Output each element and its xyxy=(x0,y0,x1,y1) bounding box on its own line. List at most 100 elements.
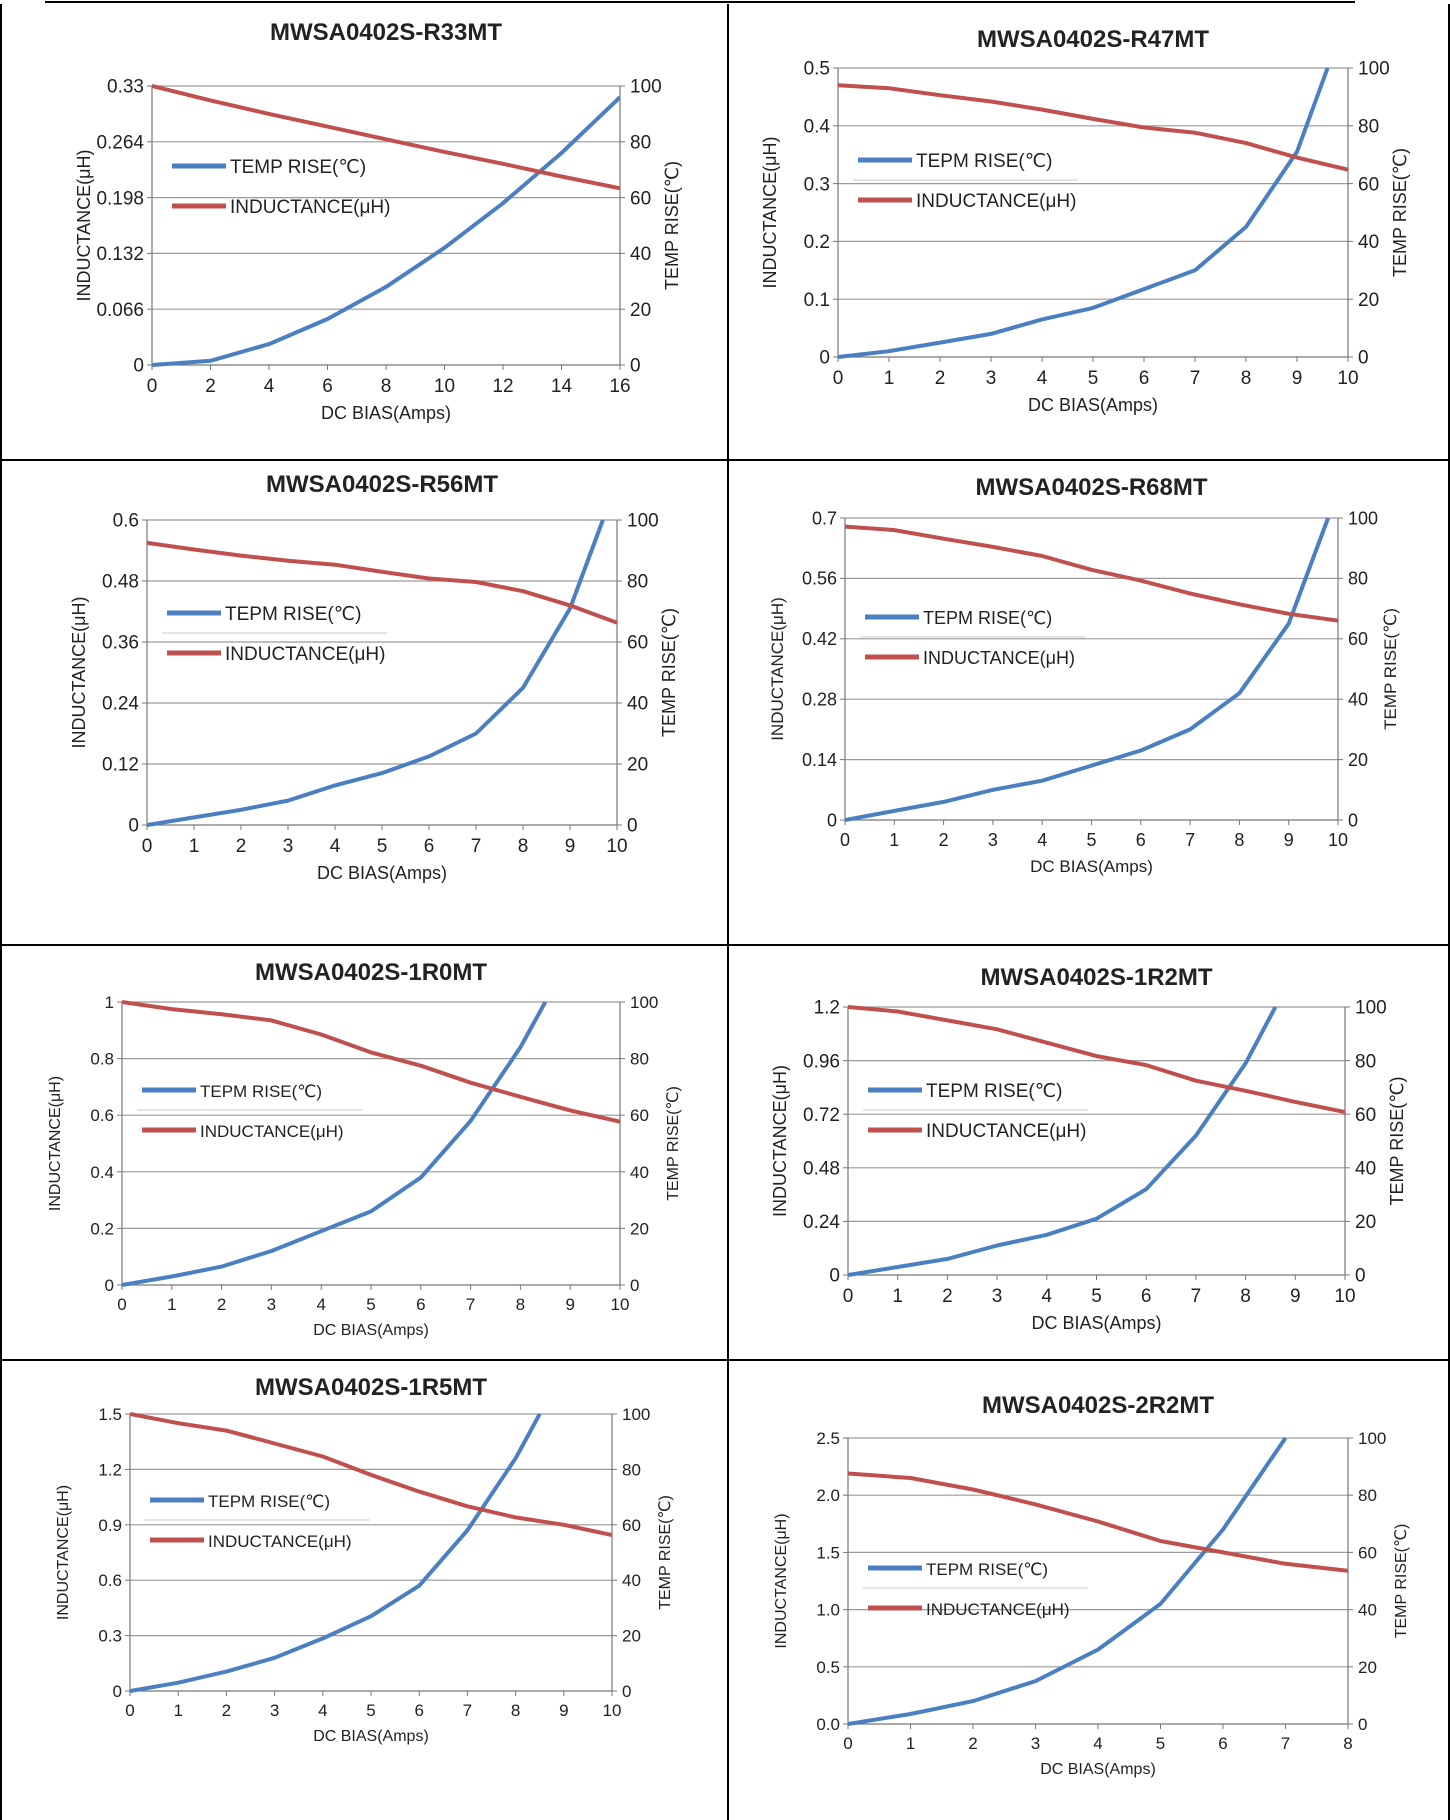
y2-tick-label: 40 xyxy=(622,1571,641,1590)
x-tick-label: 6 xyxy=(424,836,435,857)
temp-rise-line xyxy=(130,1413,542,1693)
y2-tick-label: 100 xyxy=(627,511,659,532)
y-tick-label: 0.24 xyxy=(803,1212,840,1233)
y-axis-label: INDUCTANCE(μH) xyxy=(69,596,89,748)
y2-tick-label: 20 xyxy=(1358,290,1379,311)
x-axis-label: DC BIAS(Amps) xyxy=(321,403,451,423)
x-axis-label: DC BIAS(Amps) xyxy=(1031,1313,1161,1333)
y-tick-label: 0.6 xyxy=(113,511,139,532)
x-tick-label: 2 xyxy=(942,1286,953,1307)
y-tick-label: 0.42 xyxy=(802,629,837,649)
x-tick-label: 1 xyxy=(889,830,899,850)
y-tick-label: 0.9 xyxy=(98,1516,122,1535)
y-tick-label: 0 xyxy=(105,1276,114,1295)
x-tick-label: 9 xyxy=(565,836,576,857)
y-tick-label: 0 xyxy=(113,1682,122,1701)
y-tick-label: 0.066 xyxy=(96,300,144,321)
y2-tick-label: 100 xyxy=(1355,998,1387,1019)
chart-panel: MWSA0402S-1R0MT 0 0.2 0.4 0.6 0.8 1 0 20 40 60 80 10… xyxy=(0,945,728,1360)
x-tick-label: 1 xyxy=(906,1734,915,1753)
x-tick-label: 6 xyxy=(1139,368,1150,389)
y2-tick-label: 20 xyxy=(1348,750,1368,770)
x-tick-label: 10 xyxy=(606,836,627,857)
legend-label: TEPM RISE(℃) xyxy=(208,1492,330,1511)
y-tick-label: 1 xyxy=(105,993,114,1012)
y-tick-label: 0.6 xyxy=(98,1571,122,1590)
x-tick-label: 10 xyxy=(434,376,455,397)
inductance-line xyxy=(848,1471,1348,1573)
y-tick-label: 0.96 xyxy=(803,1051,840,1072)
x-tick-label: 7 xyxy=(1185,830,1195,850)
y2-tick-label: 80 xyxy=(630,132,651,153)
y-tick-label: 0.8 xyxy=(90,1050,114,1069)
y-tick-label: 0.7 xyxy=(812,508,837,528)
x-tick-label: 1 xyxy=(892,1286,903,1307)
y2-tick-label: 20 xyxy=(1358,1658,1377,1677)
y-tick-label: 0.3 xyxy=(98,1627,122,1646)
y-tick-label: 1.5 xyxy=(816,1543,840,1562)
x-tick-label: 1 xyxy=(189,836,200,857)
temp-rise-line xyxy=(845,517,1330,822)
x-tick-label: 4 xyxy=(330,836,341,857)
legend-label: INDUCTANCE(μH) xyxy=(225,644,385,665)
y2-tick-label: 20 xyxy=(630,1219,649,1238)
x-tick-label: 0 xyxy=(840,830,850,850)
temp-rise-line xyxy=(838,67,1330,359)
y2-tick-label: 60 xyxy=(1358,174,1379,195)
x-tick-label: 2 xyxy=(222,1701,231,1720)
y2-tick-label: 0 xyxy=(1358,1715,1367,1734)
x-tick-label: 3 xyxy=(283,836,294,857)
x-tick-label: 8 xyxy=(1234,830,1244,850)
y-tick-label: 1.2 xyxy=(98,1460,122,1479)
x-tick-label: 2 xyxy=(939,830,949,850)
x-tick-label: 8 xyxy=(516,1295,525,1314)
legend-label: TEPM RISE(℃) xyxy=(200,1082,322,1101)
x-tick-label: 5 xyxy=(1088,368,1099,389)
legend-label: INDUCTANCE(μH) xyxy=(926,1121,1086,1142)
x-tick-label: 2 xyxy=(205,376,216,397)
y2-tick-label: 80 xyxy=(627,572,648,593)
chart-svg: MWSA0402S-1R2MT00.240.480.720.961.202040… xyxy=(770,964,1407,1333)
chart-svg: MWSA0402S-R56MT00.120.240.360.480.602040… xyxy=(69,471,679,883)
y-axis-label: INDUCTANCE(μH) xyxy=(47,1076,64,1211)
y2-tick-label: 60 xyxy=(630,188,651,209)
chart-title: MWSA0402S-2R2MT xyxy=(982,1392,1214,1419)
y2-tick-label: 40 xyxy=(630,244,651,265)
y2-axis-label: TEMP RISE(℃) xyxy=(662,161,682,290)
chart-panel: MWSA0402S-R56MT 0 0.12 0.24 0.36 0.48 0.6 0 20 40… xyxy=(0,460,728,945)
chart-title: MWSA0402S-R33MT xyxy=(270,19,502,46)
legend-label: TEPM RISE(℃) xyxy=(926,1081,1062,1102)
y-tick-label: 0.1 xyxy=(804,290,830,311)
x-tick-label: 14 xyxy=(551,376,573,397)
x-tick-label: 6 xyxy=(322,376,333,397)
y-tick-label: 0.2 xyxy=(90,1219,114,1238)
x-axis-label: DC BIAS(Amps) xyxy=(313,1322,429,1339)
legend-label: INDUCTANCE(μH) xyxy=(923,648,1075,668)
y-tick-label: 2.0 xyxy=(816,1486,840,1505)
x-tick-label: 2 xyxy=(968,1734,977,1753)
x-tick-label: 4 xyxy=(318,1701,327,1720)
inductance-line xyxy=(122,1000,620,1124)
y2-tick-label: 60 xyxy=(1358,1543,1377,1562)
legend-label: TEMP RISE(℃) xyxy=(230,157,366,178)
x-tick-label: 4 xyxy=(1037,830,1047,850)
legend-label: INDUCTANCE(μH) xyxy=(200,1122,344,1141)
x-tick-label: 8 xyxy=(1241,368,1252,389)
y-tick-label: 0.6 xyxy=(90,1106,114,1125)
x-tick-label: 10 xyxy=(1328,830,1348,850)
y2-tick-label: 60 xyxy=(1355,1105,1376,1126)
x-tick-label: 0 xyxy=(147,376,158,397)
y-axis-label: INDUCTANCE(μH) xyxy=(770,1065,790,1217)
y-tick-label: 0.0 xyxy=(816,1715,840,1734)
chart-svg: MWSA0402S-1R0MT00.20.40.60.8102040608010… xyxy=(47,959,682,1339)
y2-tick-label: 100 xyxy=(1348,508,1378,528)
x-tick-label: 7 xyxy=(463,1701,472,1720)
chart-title: MWSA0402S-1R5MT xyxy=(255,1374,487,1401)
y-tick-label: 0.24 xyxy=(102,694,139,715)
x-tick-label: 7 xyxy=(466,1295,475,1314)
legend-label: INDUCTANCE(μH) xyxy=(916,191,1076,212)
y2-tick-label: 20 xyxy=(1355,1212,1376,1233)
x-axis-label: DC BIAS(Amps) xyxy=(1030,857,1153,876)
x-tick-label: 8 xyxy=(518,836,529,857)
